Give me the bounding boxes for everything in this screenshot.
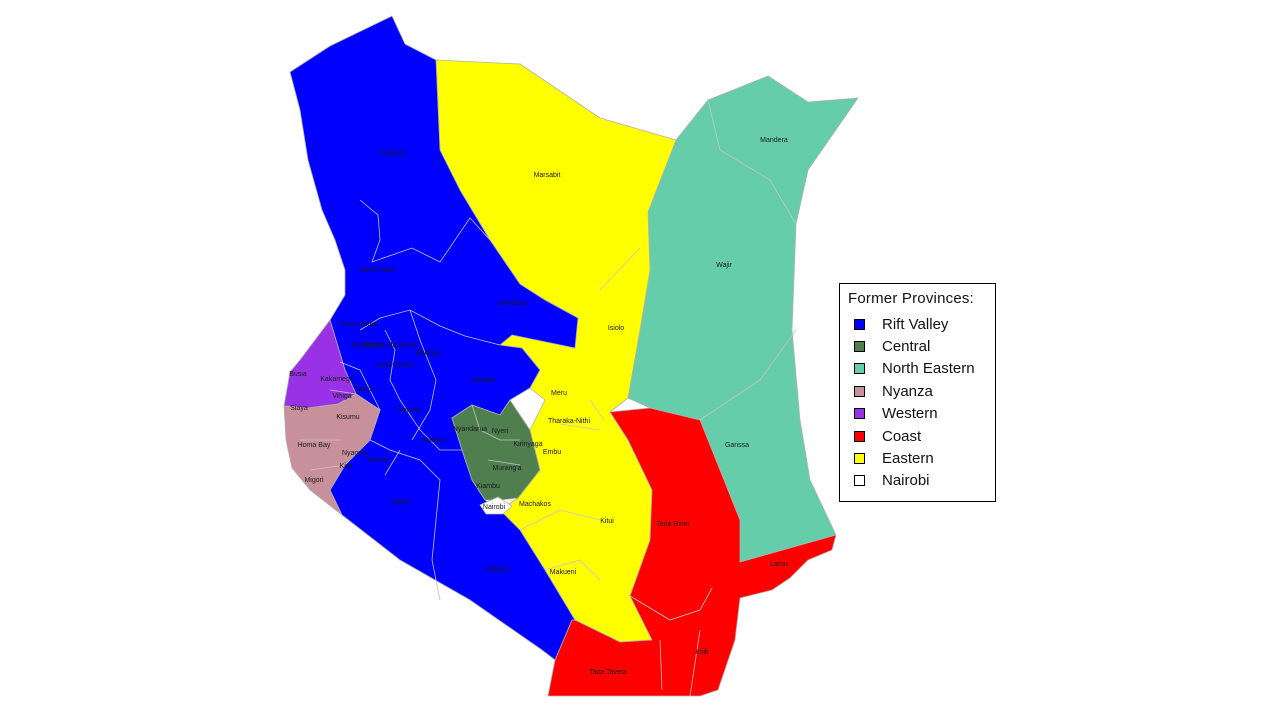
- county-label: Busia: [289, 371, 307, 378]
- county-label: Wajir: [716, 262, 732, 269]
- county-label: Makueni: [550, 569, 577, 576]
- county-label: Machakos: [519, 501, 551, 508]
- county-label: Elgeyo-Marakwet: [363, 342, 417, 349]
- legend-item-north-eastern: North Eastern: [854, 358, 995, 380]
- county-label: Uasin Gishu: [376, 362, 414, 369]
- county-label: Lamu: [770, 561, 788, 568]
- legend-label: Coast: [882, 427, 922, 445]
- county-label-group: Turkana Marsabit Mandera Wajir West Pokot Sam…: [289, 137, 788, 676]
- legend-swatch: [854, 453, 865, 465]
- county-label: Isiolo: [608, 325, 624, 332]
- legend-swatch: [854, 475, 865, 487]
- county-label: Siaya: [290, 405, 308, 412]
- legend-label: Nyanza: [882, 382, 933, 400]
- county-label: Nakuru: [423, 437, 446, 444]
- county-label: Tana River: [656, 521, 690, 528]
- county-label: Narok: [392, 499, 411, 506]
- legend-item-coast: Coast: [854, 425, 995, 447]
- county-label: Vihiga: [332, 393, 351, 400]
- legend-label: Rift Valley: [882, 315, 949, 333]
- legend-swatch: [854, 408, 865, 420]
- county-label: Trans Nzoia: [339, 321, 377, 328]
- county-label: Kakamega: [320, 376, 354, 383]
- county-label: Homa Bay: [298, 442, 331, 449]
- county-label: Nyamira: [342, 450, 368, 457]
- legend-list: Rift Valley Central North Eastern Nyanza…: [848, 313, 995, 492]
- legend-item-nyanza: Nyanza: [854, 380, 995, 402]
- county-label: Bomet: [368, 457, 388, 464]
- legend-item-central: Central: [854, 335, 995, 357]
- county-label: Nyeri: [492, 428, 509, 435]
- legend-item-nairobi: Nairobi: [854, 470, 995, 492]
- county-label: Taita Taveta: [589, 669, 626, 676]
- legend-item-rift-valley: Rift Valley: [854, 313, 995, 335]
- legend-swatch: [854, 363, 865, 375]
- county-label: Samburu: [499, 300, 528, 307]
- county-borders: [300, 99, 797, 697]
- county-label: Nairobi: [483, 504, 506, 511]
- county-label: Mandera: [760, 137, 788, 144]
- legend-label: Western: [882, 405, 938, 423]
- county-label: Kericho: [398, 407, 422, 414]
- county-label: Laikipia: [471, 377, 495, 384]
- county-label: Turkana: [379, 150, 405, 157]
- county-label: Kajiado: [485, 566, 508, 573]
- legend-item-eastern: Eastern: [854, 447, 995, 469]
- county-label: Baringo: [416, 350, 440, 357]
- county-label: Nandi: [355, 386, 374, 393]
- legend-title: Former Provinces:: [848, 290, 974, 307]
- legend-label: North Eastern: [882, 360, 975, 378]
- county-label: Kirinyaga: [513, 441, 542, 448]
- county-label: Marsabit: [534, 172, 561, 179]
- county-label: Meru: [551, 390, 567, 397]
- county-label: Migori: [304, 477, 324, 484]
- county-label: Embu: [543, 449, 561, 456]
- legend-swatch: [854, 385, 865, 397]
- county-label: Nyandarua: [453, 426, 487, 433]
- legend-label: Central: [882, 338, 931, 356]
- region-coast: [547, 407, 837, 697]
- county-label: Tharaka-Nithi: [548, 418, 590, 425]
- county-label: Bungoma: [351, 342, 381, 349]
- county-label: West Pokot: [359, 267, 395, 274]
- legend-label: Eastern: [882, 450, 934, 468]
- region-central: [451, 399, 541, 501]
- legend-item-western: Western: [854, 403, 995, 425]
- region-nairobi: [479, 496, 513, 515]
- county-label: Garissa: [725, 442, 749, 449]
- county-label: Kitui: [600, 518, 614, 525]
- county-label: Kisumu: [336, 414, 359, 421]
- county-label: Kiambu: [476, 483, 500, 490]
- legend-swatch: [854, 430, 865, 442]
- legend-box: Former Provinces: Rift Valley Central No…: [839, 283, 996, 502]
- county-label: Murang'a: [493, 465, 522, 472]
- county-label: Kilifi: [696, 649, 709, 656]
- county-label: Kisii: [340, 463, 353, 470]
- legend-label: Nairobi: [882, 472, 930, 490]
- legend-swatch: [854, 341, 865, 353]
- legend-swatch: [854, 318, 865, 330]
